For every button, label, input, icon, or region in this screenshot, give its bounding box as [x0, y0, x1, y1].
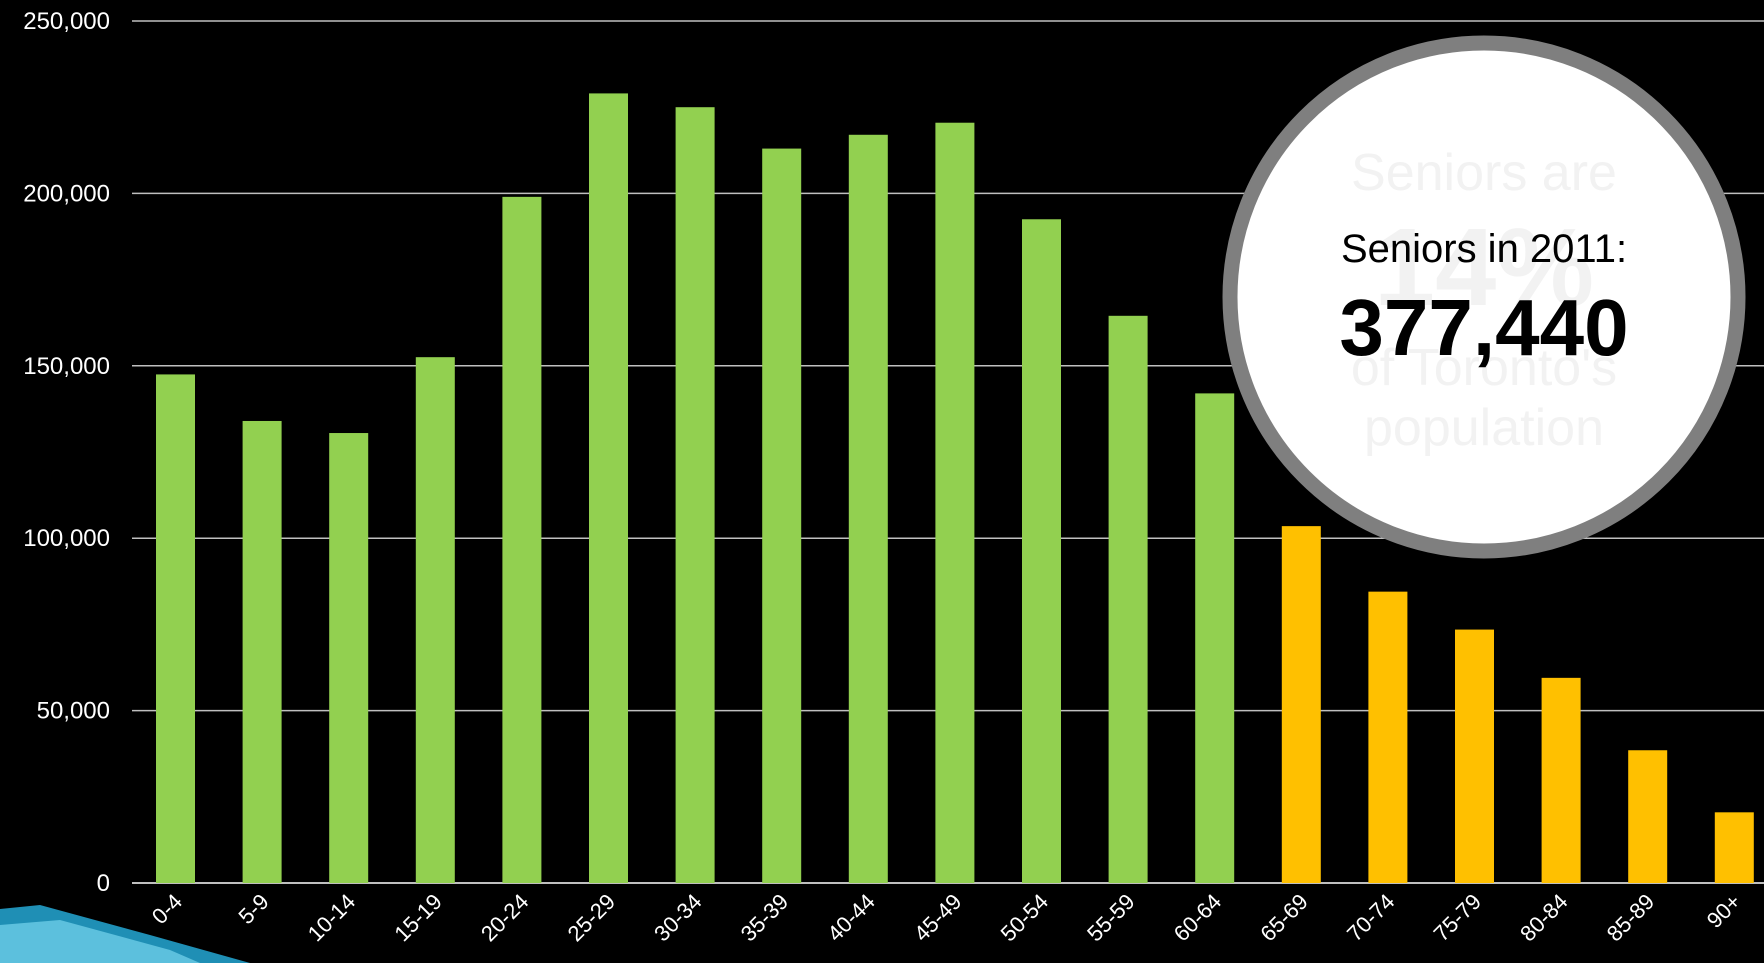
x-tick-label: 30-34 — [649, 889, 706, 946]
bar-60-64 — [1195, 393, 1235, 883]
x-tick-label: 85-89 — [1602, 889, 1659, 946]
bar-70-74 — [1368, 591, 1408, 883]
x-tick-label: 45-49 — [909, 889, 966, 946]
bar-15-19 — [415, 357, 455, 883]
x-axis-ticks: 0-4 5-9 10-14 15-19 20-24 25-29 30-34 35-39 40-4… — [147, 889, 1746, 946]
bar-10-14 — [329, 433, 369, 883]
x-tick-label: 55-59 — [1082, 889, 1139, 946]
x-tick-label: 65-69 — [1255, 889, 1312, 946]
callout-circle — [1222, 35, 1746, 559]
x-tick-label: 40-44 — [822, 889, 879, 946]
y-tick-label: 150,000 — [23, 353, 110, 380]
x-tick-label: 90+ — [1702, 889, 1746, 933]
seniors-callout: Seniors are 14% of Toronto's population … — [1222, 35, 1746, 559]
y-tick-label: 50,000 — [37, 698, 110, 725]
bar-90+ — [1714, 812, 1754, 883]
y-tick-label: 200,000 — [23, 180, 110, 207]
bar-20-24 — [502, 196, 542, 883]
bar-65-69 — [1281, 526, 1321, 883]
x-tick-label: 80-84 — [1515, 889, 1572, 946]
x-tick-label: 75-79 — [1429, 889, 1486, 946]
x-tick-label: 15-19 — [389, 889, 446, 946]
callout-faint-line-4: population — [1364, 399, 1604, 457]
bar-25-29 — [589, 93, 628, 883]
slide-corner-decoration — [0, 905, 250, 963]
bar-85-89 — [1628, 750, 1668, 883]
x-tick-label: 25-29 — [563, 889, 620, 946]
bar-0-4 — [156, 374, 195, 883]
bar-55-59 — [1108, 315, 1148, 884]
callout-faint-line-1: Seniors are — [1351, 144, 1617, 202]
bar-50-54 — [1022, 219, 1061, 883]
x-tick-label: 35-39 — [736, 889, 793, 946]
y-tick-label: 0 — [97, 870, 110, 897]
callout-label: Seniors in 2011: — [1341, 227, 1627, 271]
callout-faint-line-3: of Toronto's — [1351, 339, 1617, 397]
bar-35-39 — [762, 148, 802, 884]
x-tick-label: 10-14 — [303, 889, 360, 946]
bar-75-79 — [1455, 629, 1494, 883]
y-tick-label: 100,000 — [23, 525, 110, 552]
x-tick-label: 5-9 — [233, 889, 273, 929]
callout-value: 377,440 — [1339, 283, 1628, 372]
bar-80-84 — [1541, 677, 1581, 883]
x-tick-label: 50-54 — [996, 889, 1053, 946]
x-tick-label: 0-4 — [147, 889, 187, 929]
x-tick-label: 60-64 — [1169, 889, 1226, 946]
bar-5-9 — [242, 420, 282, 883]
y-tick-label: 250,000 — [23, 8, 110, 35]
bar-30-34 — [675, 107, 715, 883]
bar-45-49 — [935, 122, 975, 883]
bars — [156, 93, 1754, 884]
x-tick-label: 20-24 — [476, 889, 533, 946]
bar-40-44 — [848, 134, 888, 883]
y-axis-ticks: 0 50,000 100,000 150,000 200,000 250,000 — [23, 8, 110, 897]
x-tick-label: 70-74 — [1342, 889, 1399, 946]
callout-faint-line-2: 14% — [1374, 206, 1594, 329]
